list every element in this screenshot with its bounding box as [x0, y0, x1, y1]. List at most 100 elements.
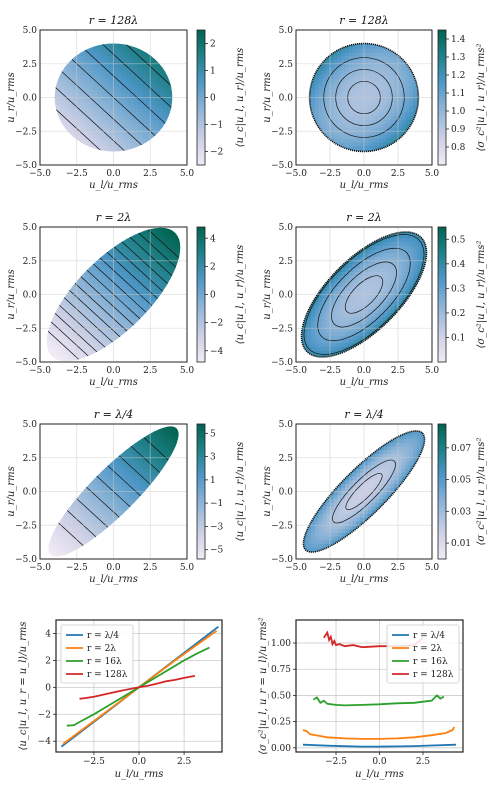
colorbar-label: ⟨u_c|u_l, u_r⟩/u_rms: [235, 245, 246, 345]
colorbar-segment: [197, 424, 205, 428]
colorbar-segment: [438, 67, 446, 71]
contour-line: [345, 472, 383, 511]
colorbar-segment: [197, 484, 205, 489]
colorbar-segment: [197, 154, 205, 159]
colorbar-tick-label: 0: [210, 291, 216, 301]
colorbar-segment: [438, 488, 446, 492]
colorbar-tick-label: 0.03: [451, 507, 471, 517]
colorbar-tick-label: −5: [210, 546, 224, 556]
colorbar-segment: [197, 97, 205, 102]
colorbar-segment: [438, 491, 446, 496]
colorbar-segment: [197, 124, 205, 129]
colorbar-segment: [197, 338, 205, 343]
colorbar-segment: [438, 430, 446, 435]
colorbar-label: ⟨u_c|u_l, u_r⟩/u_rms: [235, 48, 246, 148]
contour-line: [64, 207, 201, 340]
colorbar-segment: [438, 73, 446, 78]
colorbar-segment: [438, 474, 446, 479]
contour-line: [77, 207, 201, 328]
colorbar-segment: [197, 498, 205, 503]
colorbar-segment: [197, 511, 205, 516]
y-tick-label: 2.5: [279, 257, 294, 267]
colorbar-frame: [437, 29, 447, 166]
colorbar-segment: [438, 548, 446, 553]
colorbar-segment: [197, 94, 205, 98]
colorbar-segment: [438, 97, 446, 102]
colorbar-segment: [438, 515, 446, 519]
colorbar-segment: [197, 260, 205, 265]
colorbar-segment: [197, 73, 205, 78]
colorbar-segment: [438, 345, 446, 349]
colorbar-segment: [438, 148, 446, 152]
colorbar-segment: [438, 451, 446, 455]
colorbar-segment: [197, 461, 205, 465]
colorbar-segment: [197, 552, 205, 557]
colorbar-label: ⟨σ_c²|u_l, u_r⟩/u_rms²: [476, 240, 487, 348]
colorbar-segment: [438, 151, 446, 156]
y-axis-label: ⟨u_c|u_l, u_r = u_l⟩/u_rms: [18, 621, 29, 750]
x-axis-label: u_l/u_rms: [89, 377, 138, 388]
colorbar-segment: [197, 274, 205, 279]
colorbar-segment: [197, 294, 205, 299]
colorbar-segment: [197, 304, 205, 309]
y-tick-label: 2.5: [23, 60, 38, 70]
colorbar-segment: [197, 104, 205, 109]
colorbar-segment: [438, 257, 446, 262]
colorbar-segment: [438, 237, 446, 241]
x-tick-label: 0.0: [132, 757, 147, 767]
colorbar-segment: [197, 427, 205, 432]
colorbar-segment: [197, 67, 205, 71]
colorbar-tick-label: 0.2: [451, 309, 465, 319]
x-tick-label: 5.0: [425, 366, 440, 376]
colorbar-segment: [197, 464, 205, 469]
chart-title: r = λ/4: [94, 408, 133, 421]
colorbar-tick-label: 0.07: [451, 444, 471, 454]
colorbar-segment: [438, 355, 446, 360]
colorbar-segment: [438, 161, 446, 166]
y-tick-label: 0.75: [271, 665, 291, 675]
series-line-3: [79, 675, 196, 700]
x-tick-label: 2.5: [143, 366, 158, 376]
colorbar-segment: [197, 542, 205, 546]
colorbar-segment: [197, 335, 205, 339]
colorbar-segment: [197, 501, 205, 506]
colorbar-segment: [438, 144, 446, 149]
colorbar-segment: [197, 328, 205, 333]
x-axis-label: u_l/u_rms: [89, 180, 138, 191]
y-tick-label: −5.0: [15, 358, 37, 368]
colorbar-segment: [197, 358, 205, 363]
x-tick-label: −2.5: [66, 169, 88, 179]
colorbar-segment: [197, 314, 205, 319]
x-tick-label: −5.0: [29, 169, 51, 179]
y-axis-label: u_r/u_rms: [262, 269, 273, 319]
colorbar-segment: [197, 40, 205, 44]
y-tick-label: 2: [45, 656, 51, 666]
x-tick-label: 0.0: [372, 757, 387, 767]
y-tick-label: 2.5: [279, 60, 294, 70]
colorbar-tick-label: −2: [210, 319, 223, 329]
colorbar-segment: [197, 287, 205, 292]
x-tick-label: 0.0: [357, 366, 372, 376]
chart-title: r = λ/4: [344, 408, 383, 421]
colorbar-segment: [197, 321, 205, 326]
contour-line: [54, 43, 173, 152]
colorbar-segment: [438, 281, 446, 285]
y-tick-label: −4: [38, 737, 52, 747]
colorbar-segment: [438, 274, 446, 279]
x-tick-label: −2.5: [319, 169, 341, 179]
legend-label: r = 16λ: [87, 657, 122, 667]
y-tick-label: 5.0: [279, 26, 294, 36]
colorbar-segment: [438, 43, 446, 48]
colorbar-segment: [197, 63, 205, 68]
colorbar-segment: [438, 471, 446, 476]
colorbar-segment: [197, 90, 205, 95]
colorbar-segment: [438, 233, 446, 238]
y-axis-label: u_r/u_rms: [262, 466, 273, 516]
chart-title: r = 128λ: [339, 14, 388, 27]
contour-line: [54, 43, 173, 152]
contour-line: [317, 247, 411, 342]
colorbar-segment: [438, 314, 446, 319]
colorbar-segment: [438, 117, 446, 122]
colorbar-segment: [197, 230, 205, 235]
colorbar-tick-label: 0.3: [451, 284, 466, 294]
